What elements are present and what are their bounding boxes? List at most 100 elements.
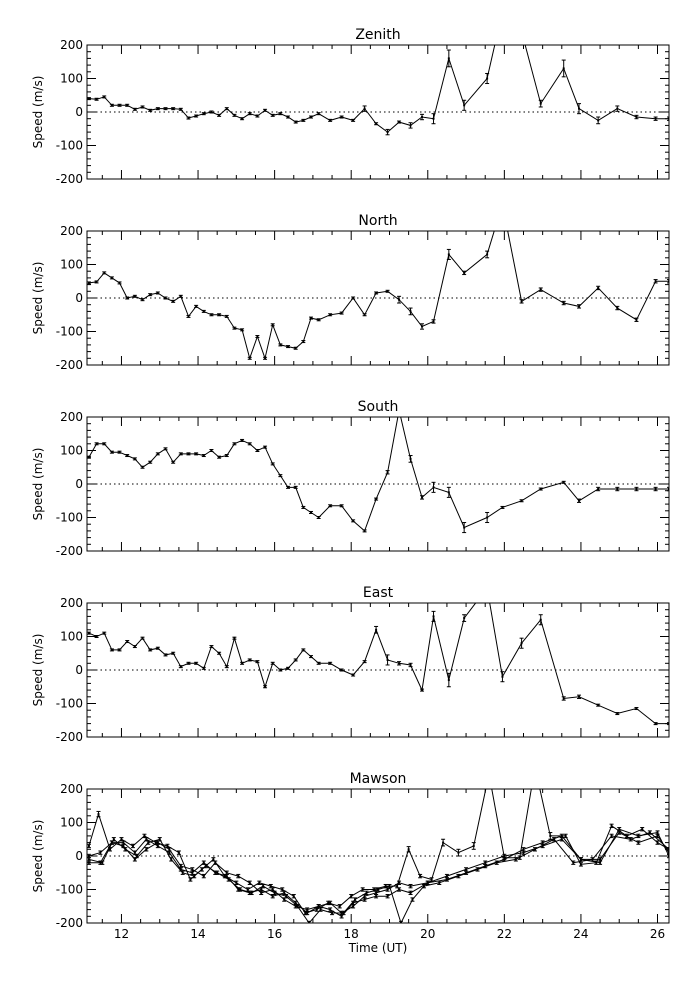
- data-point: [533, 848, 536, 851]
- data-point: [241, 328, 244, 331]
- data-point: [156, 107, 159, 110]
- data-point: [210, 313, 213, 316]
- data-point: [195, 662, 198, 665]
- data-point: [187, 315, 190, 318]
- data-point: [225, 665, 228, 668]
- data-point: [319, 908, 322, 911]
- data-point: [292, 895, 295, 898]
- data-point: [294, 121, 297, 124]
- data-point: [164, 107, 167, 110]
- data-point: [338, 905, 341, 908]
- panel-south: -200 -100 0 100 200 South Speed (m/s): [31, 399, 670, 558]
- data-point: [279, 343, 282, 346]
- data-point: [375, 498, 378, 501]
- data-point: [103, 95, 106, 98]
- data-point: [141, 298, 144, 301]
- data-point: [522, 848, 525, 851]
- y-tick-label: 100: [60, 258, 83, 272]
- data-point: [363, 895, 366, 898]
- data-point: [521, 31, 523, 33]
- data-point: [262, 885, 265, 888]
- data-point: [179, 865, 182, 868]
- panel-title: East: [363, 585, 394, 601]
- data-point: [306, 908, 309, 911]
- y-tick-label: 200: [60, 782, 83, 796]
- data-point: [120, 838, 123, 841]
- data-point: [610, 834, 613, 837]
- data-point: [141, 105, 144, 108]
- data-point: [656, 831, 659, 834]
- data-point: [302, 506, 305, 509]
- data-point: [294, 905, 297, 908]
- data-point: [398, 888, 401, 891]
- data-point: [629, 838, 632, 841]
- data-point: [264, 446, 267, 449]
- data-point: [579, 858, 582, 861]
- data-point: [501, 675, 504, 678]
- data-point: [309, 655, 312, 658]
- data-point: [465, 871, 468, 874]
- data-point: [375, 628, 378, 631]
- data-point: [668, 488, 669, 491]
- data-point: [564, 834, 567, 837]
- data-point: [668, 280, 669, 283]
- data-point: [421, 689, 424, 692]
- data-point: [110, 841, 113, 844]
- data-point: [108, 848, 111, 851]
- data-point: [541, 841, 544, 844]
- data-point: [149, 293, 152, 296]
- data-point: [363, 313, 366, 316]
- data-point: [618, 828, 621, 831]
- y-tick-label: 100: [60, 444, 83, 458]
- data-point: [457, 875, 460, 878]
- data-point: [595, 861, 598, 864]
- data-point: [283, 891, 286, 894]
- data-point: [539, 488, 542, 491]
- x-tick-label: 14: [190, 927, 205, 941]
- data-point: [340, 669, 343, 671]
- data-point: [225, 315, 228, 318]
- data-point: [95, 442, 98, 445]
- data-point: [386, 471, 389, 474]
- data-point: [306, 911, 309, 914]
- data-point: [233, 114, 236, 117]
- data-point: [668, 848, 669, 851]
- data-point: [260, 888, 263, 891]
- data-point: [135, 855, 138, 857]
- data-point: [283, 898, 286, 901]
- data-point: [486, 253, 489, 256]
- data-point: [597, 488, 600, 491]
- data-point: [281, 888, 284, 891]
- data-point: [463, 526, 466, 529]
- data-point: [329, 504, 332, 507]
- data-point: [168, 851, 171, 854]
- data-point: [654, 280, 657, 283]
- data-point: [110, 648, 113, 651]
- data-point: [599, 858, 602, 861]
- data-point: [164, 297, 167, 299]
- x-axis-label: Time (UT): [348, 941, 408, 955]
- data-point: [225, 107, 228, 110]
- data-point: [616, 488, 619, 491]
- series-line: [88, 603, 669, 725]
- data-point: [195, 452, 198, 455]
- data-point: [618, 831, 621, 834]
- data-point: [501, 506, 504, 509]
- data-point: [212, 858, 215, 861]
- data-point: [103, 632, 106, 635]
- data-point: [133, 295, 136, 298]
- data-point: [214, 871, 217, 874]
- data-point: [156, 647, 159, 650]
- data-point: [258, 881, 261, 884]
- data-point: [210, 645, 213, 648]
- y-axis-label: Speed (m/s): [31, 820, 45, 893]
- data-point: [309, 116, 312, 119]
- data-point: [432, 615, 435, 618]
- data-point: [191, 871, 194, 874]
- data-point: [149, 109, 152, 112]
- data-point: [463, 617, 466, 620]
- data-point: [110, 104, 113, 107]
- data-point: [421, 116, 424, 119]
- data-point: [168, 848, 171, 851]
- data-point: [317, 112, 320, 115]
